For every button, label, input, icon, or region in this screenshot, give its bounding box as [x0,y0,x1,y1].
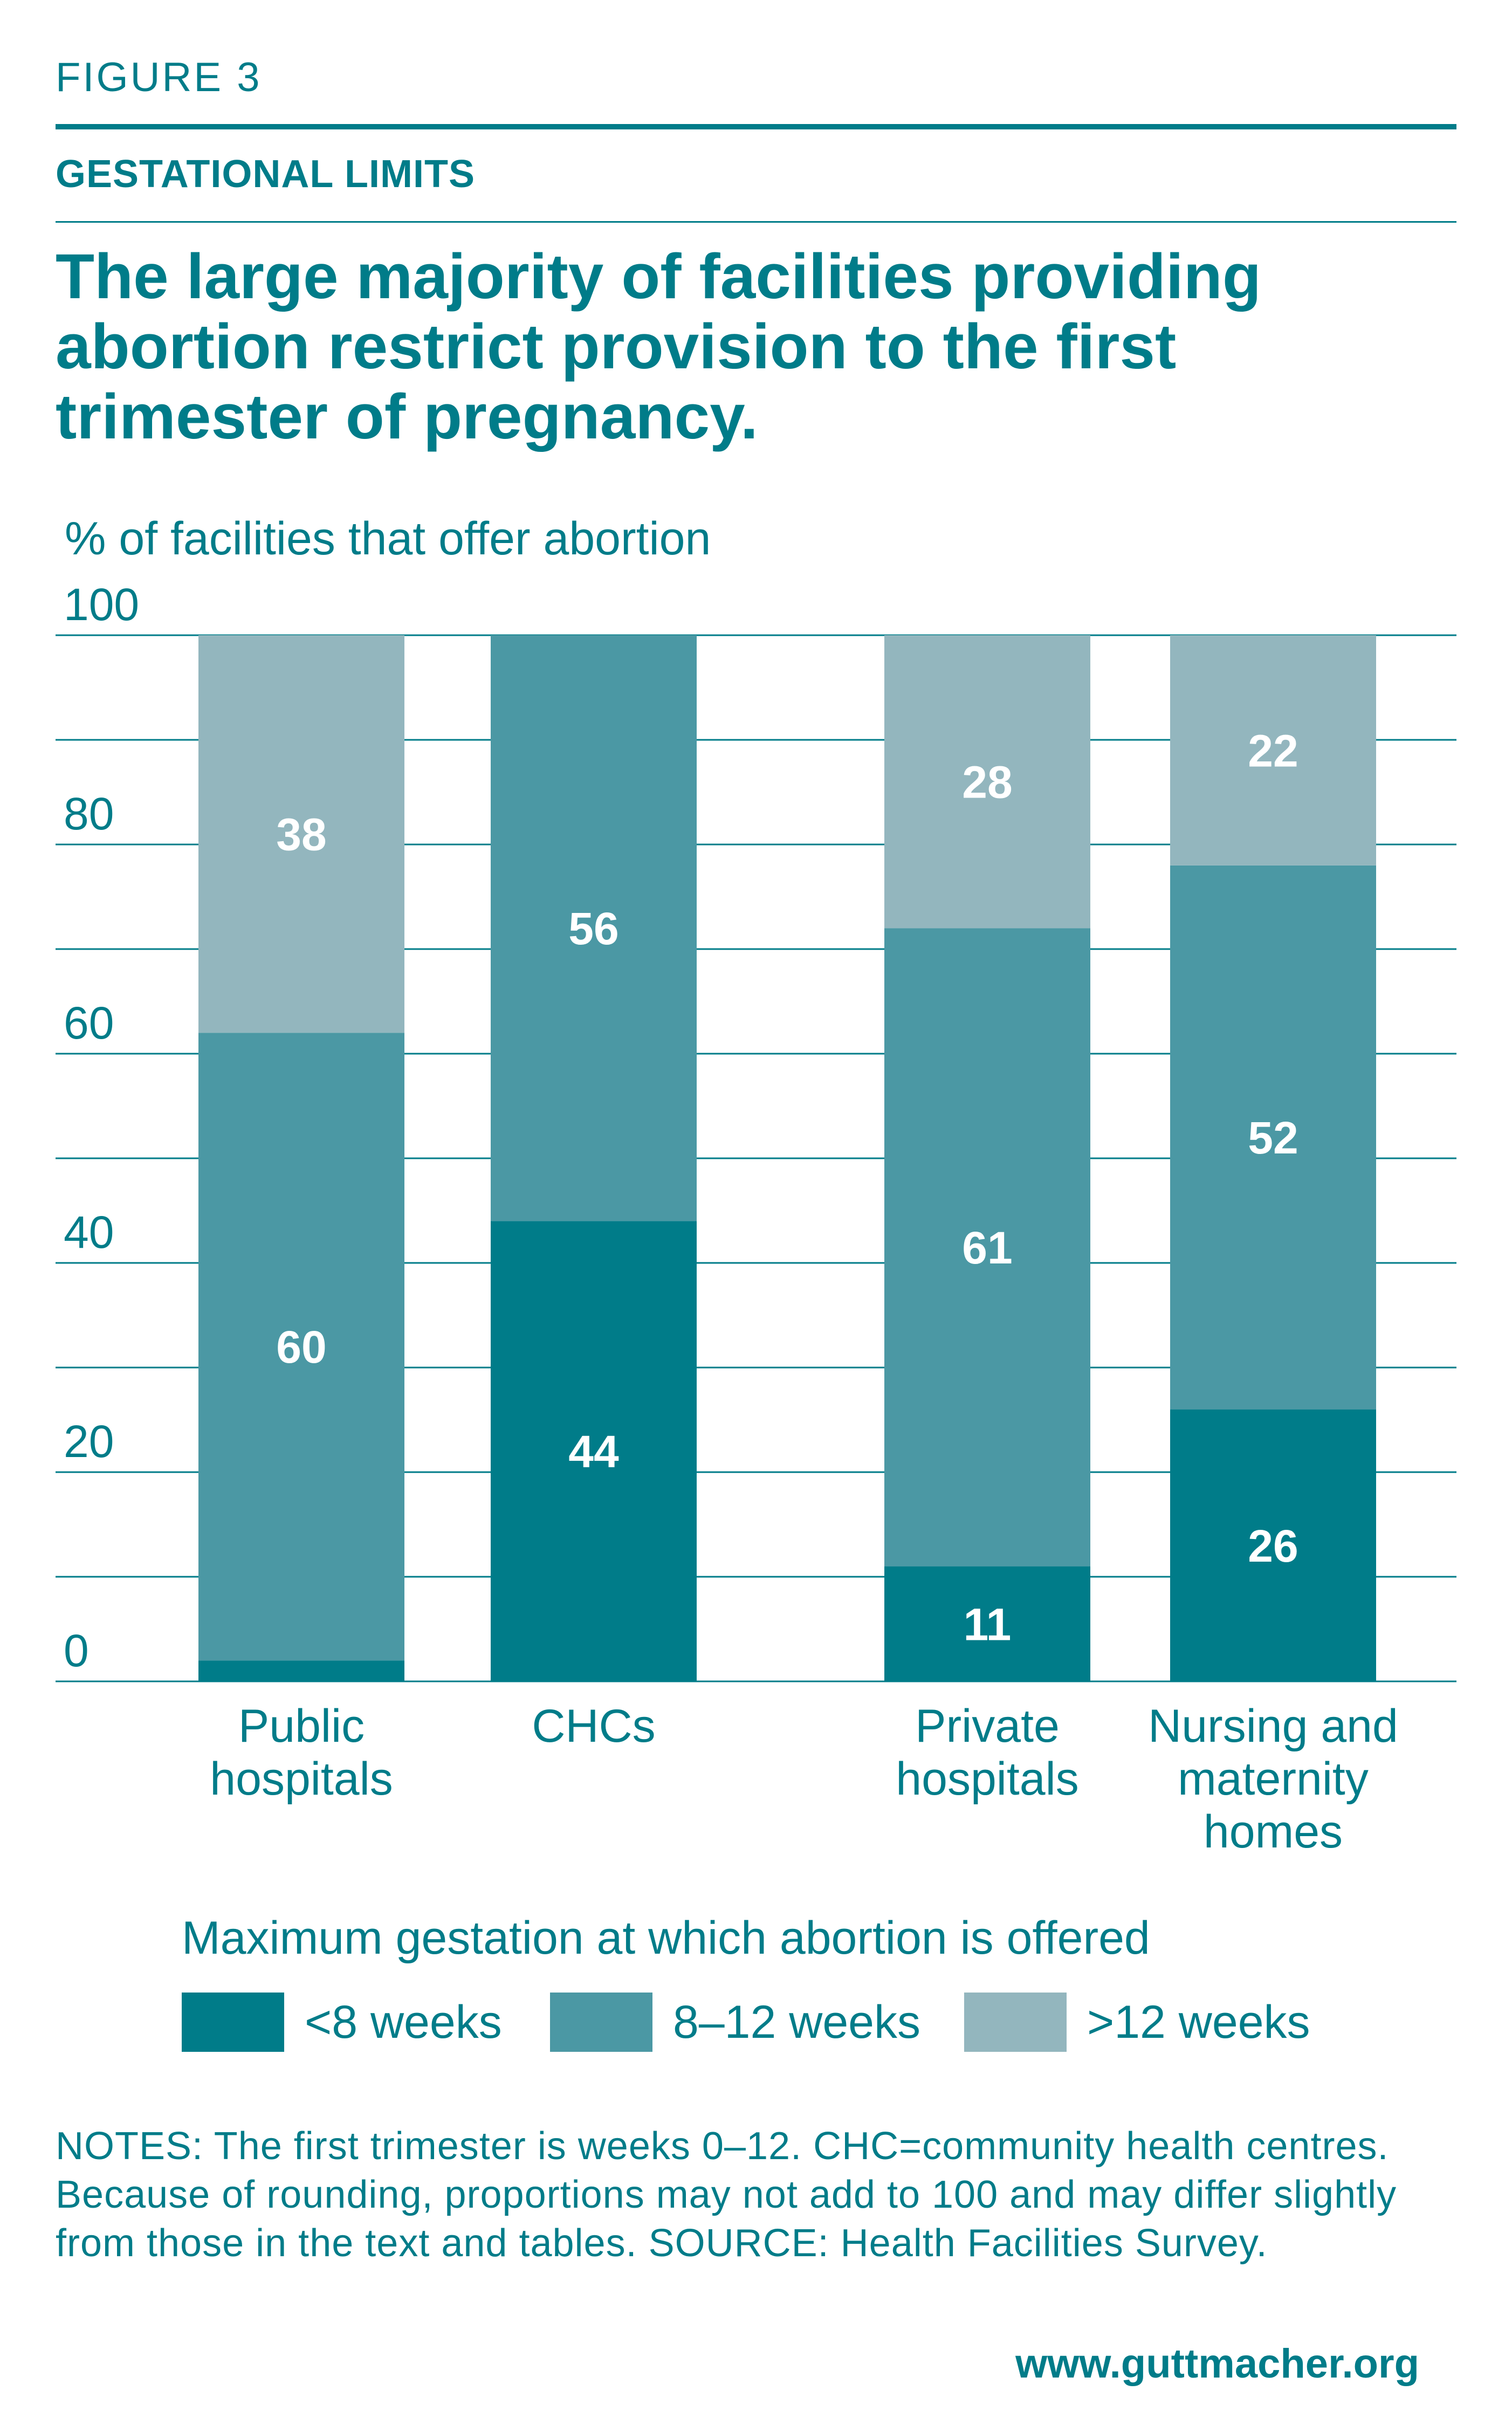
y-axis-label: % of facilities that offer abortion [65,513,711,565]
y-tick-label: 0 [64,1625,89,1676]
category-label-line: Private [915,1700,1060,1752]
category-label-line: hospitals [896,1753,1078,1805]
legend-item-lt8: <8 weeks [182,1993,502,2052]
bar-segment [1170,635,1376,865]
bar-segment [198,1660,404,1681]
section-label: GESTATIONAL LIMITS [56,153,475,196]
legend-item-gt12: >12 weeks [964,1993,1310,2052]
top-rule [56,124,1456,129]
chart-headline: The large majority of facilities providi… [56,241,1261,452]
category-label: Private hospitals [896,1700,1078,1805]
legend-label-8to12: 8–12 weeks [673,1996,920,2048]
legend-item-8to12: 8–12 weeks [550,1993,920,2052]
legend-swatch-lt8 [182,1993,284,2052]
bar-segment [884,928,1090,1567]
data-label: 26 [1248,1521,1298,1571]
bars [198,635,1376,1681]
bar-segment [491,1221,697,1681]
category-label-line: maternity [1178,1753,1369,1805]
category-label: CHCs [532,1700,655,1752]
legend-swatch-8to12 [550,1993,652,2052]
bar-segment [884,1566,1090,1681]
y-tick-label: 40 [64,1207,114,1258]
category-label: Public hospitals [210,1700,393,1805]
category-label-line: Public [238,1700,365,1752]
data-label: 22 [1248,725,1298,776]
notes: NOTES: The first trimester is weeks 0–12… [56,2125,1397,2265]
bar-segment [1170,1409,1376,1681]
data-label: 56 [568,903,618,954]
bar-segment [1170,865,1376,1410]
data-label: 44 [568,1426,619,1477]
category-label-line: Nursing and [1148,1700,1398,1752]
data-label: 61 [962,1222,1012,1273]
y-tick-label: 80 [64,788,114,839]
bar-segment [491,635,697,1221]
data-label: 60 [276,1322,326,1372]
data-label: 52 [1248,1112,1298,1163]
category-label: Nursing and maternity homes [1148,1700,1398,1858]
bar-segment [198,635,404,1033]
bar-segment [884,635,1090,929]
data-label: 28 [962,757,1012,808]
thin-rule [56,221,1456,223]
data-label: 11 [964,1599,1012,1650]
y-tick-label: 20 [64,1416,114,1467]
y-tick-label: 60 [64,998,114,1048]
data-labels: 60 38 44 56 11 61 28 26 52 22 [276,725,1298,1650]
y-tick-labels: 0 20 40 60 80 100 [64,579,139,1676]
bar-segment [198,1033,404,1661]
legend-label-gt12: >12 weeks [1087,1996,1310,2048]
source-url: www.guttmacher.org [1015,2341,1419,2387]
category-label-line: homes [1204,1806,1343,1858]
data-label: 38 [276,809,326,860]
legend-swatch-gt12 [964,1993,1067,2052]
category-label-line: hospitals [210,1753,393,1805]
legend-title: Maximum gestation at which abortion is o… [182,1912,1150,1964]
y-tick-label: 100 [64,579,139,630]
category-label-line: CHCs [532,1700,655,1752]
legend-label-lt8: <8 weeks [305,1996,502,2048]
figure-label: FIGURE 3 [56,54,262,100]
